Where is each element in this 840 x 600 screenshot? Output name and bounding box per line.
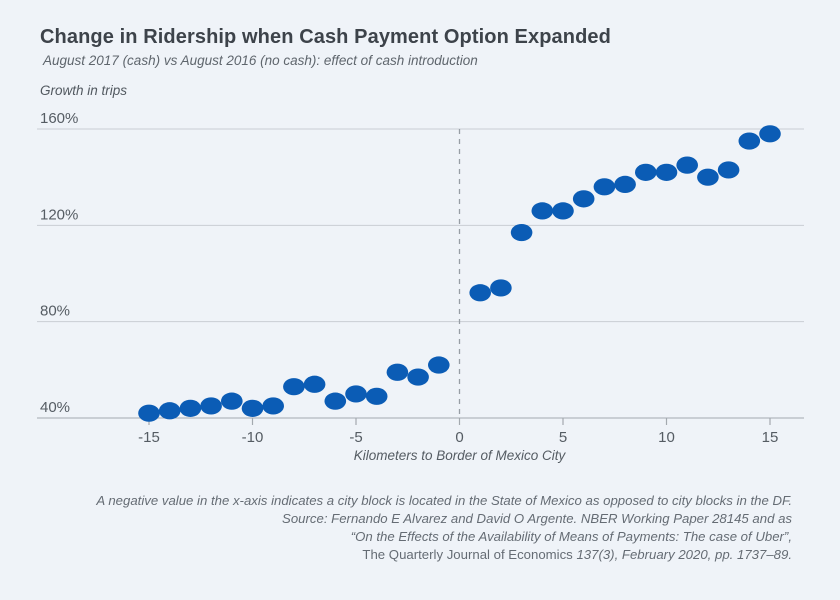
x-tick-label: 10 [658, 429, 675, 446]
data-point [241, 399, 264, 417]
footnote-line: A negative value in the x-axis indicates… [96, 493, 792, 508]
data-point [572, 190, 595, 208]
x-tick-label: -10 [242, 429, 264, 446]
data-point [490, 279, 512, 297]
data-point [614, 175, 636, 193]
data-point [221, 392, 243, 410]
data-point [593, 178, 616, 196]
data-point [324, 392, 347, 410]
data-point [138, 404, 160, 422]
chart-subtitle: August 2017 (cash) vs August 2016 (no ca… [43, 53, 478, 68]
data-point [283, 378, 305, 396]
data-point [655, 163, 678, 181]
footnote-line: “On the Effects of the Availability of M… [350, 529, 792, 544]
data-point [759, 125, 781, 143]
journal-issue: 137(3), February 2020, pp. 1737–89. [576, 547, 792, 562]
data-point [635, 163, 657, 181]
data-point [386, 363, 409, 381]
footnote-line: Source: Fernando E Alvarez and David O A… [282, 511, 792, 526]
journal-name: The Quarterly Journal of Economics [362, 547, 577, 562]
data-point [179, 399, 202, 417]
footnote-line: The Quarterly Journal of Economics 137(3… [72, 546, 792, 564]
data-point [365, 387, 388, 405]
data-point [345, 385, 367, 403]
data-point [428, 356, 450, 374]
y-tick-label: 160% [40, 110, 78, 127]
x-tick-label: 15 [762, 429, 779, 446]
y-axis-title: Growth in trips [40, 83, 128, 98]
y-tick-label: 120% [40, 206, 78, 223]
x-tick-label: -5 [349, 429, 362, 446]
data-point [531, 202, 554, 220]
data-point [303, 375, 326, 393]
data-point [510, 223, 533, 242]
y-tick-label: 80% [40, 303, 70, 320]
data-point [262, 397, 285, 415]
x-tick-label: 0 [455, 429, 463, 446]
data-point [407, 368, 429, 386]
x-axis-title: Kilometers to Border of Mexico City [354, 448, 567, 463]
y-tick-label: 40% [40, 399, 70, 416]
data-point [717, 161, 740, 179]
data-point [676, 156, 698, 174]
chart-title: Change in Ridership when Cash Payment Op… [40, 26, 611, 48]
x-tick-label: -15 [138, 429, 160, 446]
data-point [469, 284, 492, 302]
data-point [158, 402, 181, 420]
x-tick-label: 5 [559, 429, 567, 446]
source-note: A negative value in the x-axis indicates… [72, 492, 792, 564]
data-point [697, 168, 719, 186]
data-point [552, 202, 574, 220]
data-point [200, 397, 222, 415]
data-point [738, 132, 761, 150]
